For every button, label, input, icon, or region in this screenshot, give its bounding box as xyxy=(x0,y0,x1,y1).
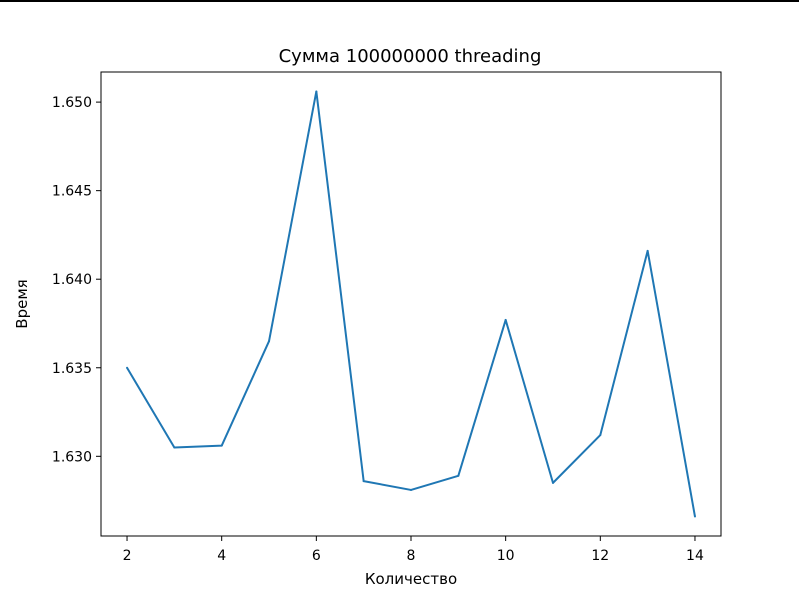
x-tick-label: 8 xyxy=(407,548,416,564)
data-point xyxy=(693,515,696,518)
data-point xyxy=(599,434,602,437)
y-axis-ticks: 1.630 1.635 1.640 1.645 1.650 xyxy=(52,95,101,465)
data-point xyxy=(362,480,365,483)
data-point xyxy=(504,318,507,321)
data-point xyxy=(315,90,318,93)
data-point xyxy=(173,446,176,449)
x-tick-label: 2 xyxy=(123,548,132,564)
x-tick-label: 12 xyxy=(591,548,609,564)
y-tick-label: 1.645 xyxy=(52,184,92,200)
series-layer xyxy=(126,90,696,518)
y-tick-label: 1.640 xyxy=(52,272,92,288)
data-point xyxy=(457,474,460,477)
y-axis-label: Время xyxy=(13,279,31,328)
x-tick-label: 14 xyxy=(686,548,704,564)
y-tick-label: 1.650 xyxy=(52,95,92,111)
y-tick-label: 1.630 xyxy=(52,449,92,465)
chart-title: Сумма 100000000 threading xyxy=(279,46,542,67)
data-point xyxy=(551,481,554,484)
data-point xyxy=(410,488,412,491)
x-axis-label: Количество xyxy=(365,570,457,588)
x-tick-label: 4 xyxy=(217,548,226,564)
data-point xyxy=(646,249,649,252)
y-tick-label: 1.635 xyxy=(52,361,92,377)
data-point xyxy=(268,340,271,343)
plot-area-frame xyxy=(100,71,722,537)
top-border-line xyxy=(0,0,799,2)
data-point xyxy=(220,444,223,447)
x-axis-ticks: 2 4 6 8 10 12 14 xyxy=(123,536,704,564)
series-line xyxy=(126,90,696,517)
x-tick-label: 10 xyxy=(497,548,515,564)
x-tick-label: 6 xyxy=(312,548,321,564)
data-point xyxy=(126,366,129,369)
